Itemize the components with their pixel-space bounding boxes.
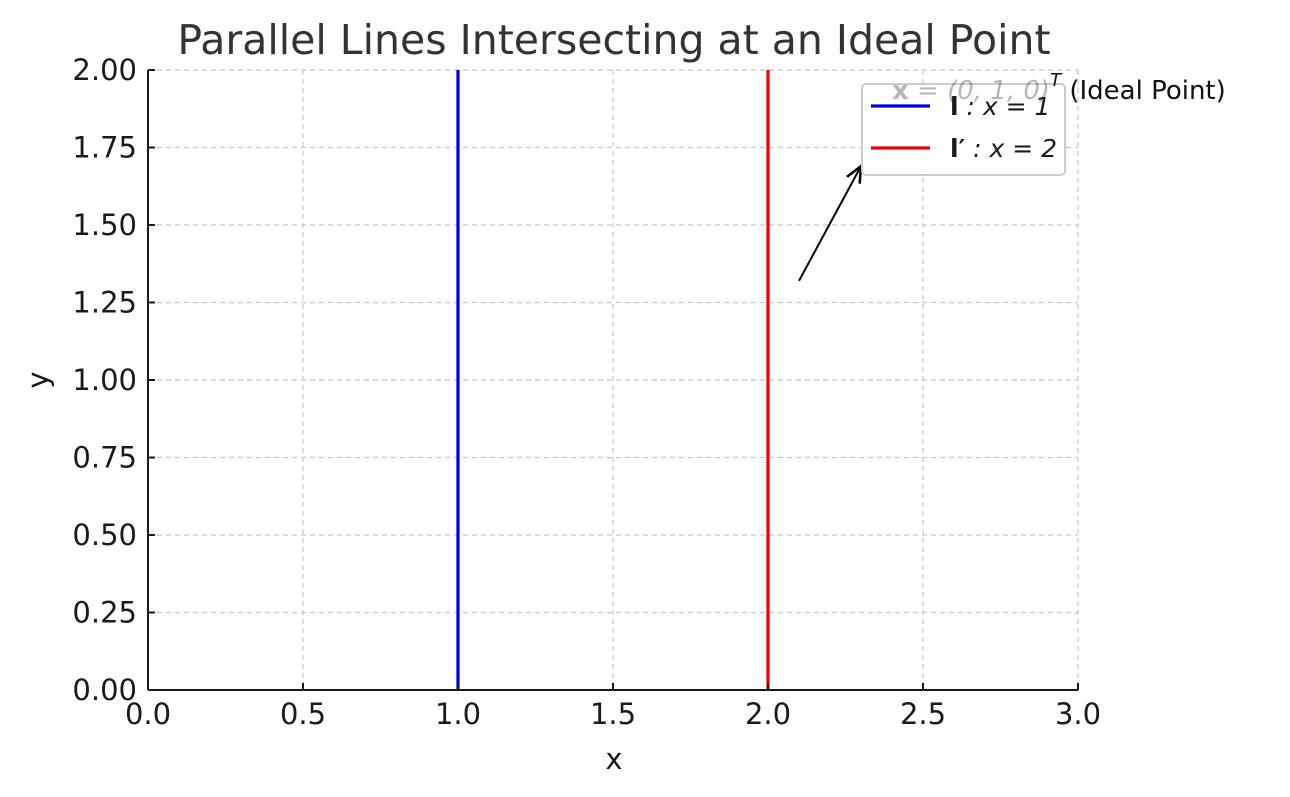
- y-ticks: 0.00 0.25 0.50 0.75 1.00 1.25 1.50 1.75 2.00: [72, 53, 155, 707]
- x-axis-label: x: [605, 742, 622, 776]
- legend-entry-equation: : x = 1: [959, 92, 1051, 121]
- y-tick-label: 1.25: [72, 286, 137, 320]
- legend-entry-equation: : x = 2: [965, 134, 1057, 163]
- y-tick-label: 0.50: [72, 518, 137, 552]
- chart-title: Parallel Lines Intersecting at an Ideal …: [177, 16, 1050, 64]
- legend-entry-symbol: l′: [950, 134, 965, 163]
- y-tick-label: 1.50: [72, 208, 137, 242]
- x-tick-label: 0.5: [280, 697, 326, 731]
- y-tick-label: 0.00: [72, 673, 137, 707]
- annotation-superscript: T: [1050, 70, 1063, 91]
- y-tick-label: 0.75: [72, 441, 137, 475]
- x-tick-label: 1.5: [590, 697, 636, 731]
- annotation-vector: x: [892, 76, 909, 106]
- annotation: [798, 166, 861, 282]
- legend-entry-1: l : x = 1: [950, 92, 1050, 121]
- annotation-math: = (0, 1, 0): [909, 76, 1050, 106]
- x-ticks: 0.0 0.5 1.0 1.5 2.0 2.5 3.0: [125, 683, 1101, 731]
- y-tick-label: 1.00: [72, 363, 137, 397]
- legend-entry-symbol: l: [950, 92, 959, 121]
- y-axis-label: y: [21, 371, 55, 388]
- series-layer: [456, 70, 770, 690]
- legend: l : x = 1 l′ : x = 2: [861, 83, 1066, 176]
- x-tick-label: 2.0: [745, 697, 791, 731]
- y-tick-label: 1.75: [72, 131, 137, 165]
- x-tick-label: 3.0: [1055, 697, 1101, 731]
- annotation-arrow: [798, 166, 861, 282]
- y-tick-label: 2.00: [72, 53, 137, 87]
- y-tick-label: 0.25: [72, 596, 137, 630]
- annotation-text: (Ideal Point): [1061, 76, 1226, 106]
- grid: [148, 69, 1079, 690]
- x-tick-label: 0.0: [125, 697, 171, 731]
- x-tick-label: 1.0: [435, 697, 481, 731]
- annotation-label: x = (0, 1, 0)T (Ideal Point): [892, 70, 1226, 106]
- x-tick-label: 2.5: [900, 697, 946, 731]
- legend-entry-2: l′ : x = 2: [950, 134, 1057, 163]
